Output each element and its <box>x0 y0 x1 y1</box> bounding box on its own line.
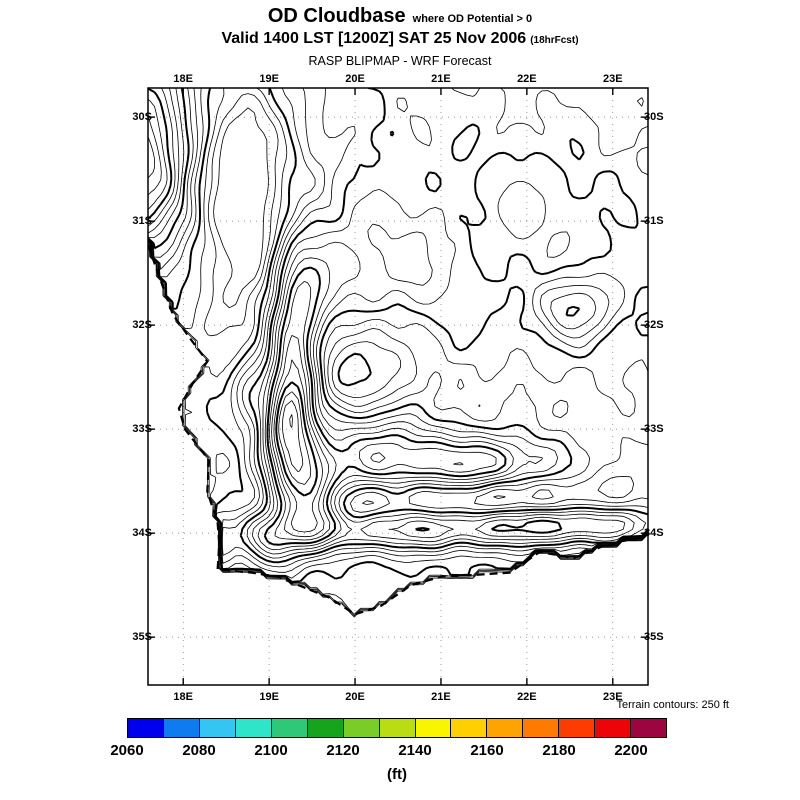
colorbar-segment <box>414 718 452 738</box>
colorbar-segment <box>198 718 236 738</box>
colorbar-segment <box>558 718 596 738</box>
colorbar-segment <box>162 718 200 738</box>
terrain-contour <box>289 414 293 428</box>
terrain-contour <box>148 88 648 568</box>
y-axis-label-right: 31S <box>644 215 664 228</box>
x-axis-label-top: 19E <box>259 73 279 85</box>
x-axis-label-top: 21E <box>431 73 451 85</box>
terrain-contour <box>282 400 304 473</box>
coastline <box>148 238 648 616</box>
x-axis-label-top: 20E <box>345 73 365 85</box>
terrain-contour <box>148 98 497 541</box>
forecast-offset: (18hrFcst) <box>530 35 579 46</box>
map-border <box>147 87 649 686</box>
x-axis-label-bottom: 18E <box>173 691 193 703</box>
colorbar-value-label: 2060 <box>110 742 144 759</box>
y-axis-label-right: 32S <box>644 319 664 332</box>
colorbar <box>127 718 668 738</box>
colorbar-value-label: 2160 <box>470 742 504 759</box>
valid-time: Valid 1400 LST [1200Z] SAT 25 Nov 2006 <box>221 30 527 47</box>
terrain-contour <box>148 107 648 618</box>
terrain-contour <box>278 391 312 485</box>
colorbar-segment <box>127 718 164 738</box>
y-axis-label-right: 34S <box>644 527 664 540</box>
y-axis-label-left: 32S <box>132 319 152 332</box>
colorbar-segment <box>486 718 524 738</box>
page-title-line: OD Cloudbase where OD Potential > 0 <box>0 5 800 28</box>
terrain-contours-note: Terrain contours: 250 ft <box>616 699 729 711</box>
terrain-contour-bold <box>148 88 648 583</box>
colorbar-value-label: 2100 <box>254 742 288 759</box>
terrain-contour <box>148 88 626 551</box>
y-axis-label-right: 35S <box>644 631 664 644</box>
colorbar-segment <box>594 718 632 738</box>
page-title: OD Cloudbase <box>267 5 406 27</box>
terrain-contour-bold <box>148 88 648 564</box>
valid-time-line: Valid 1400 LST [1200Z] SAT 25 Nov 2006 (1… <box>0 30 800 48</box>
terrain-contour <box>148 88 644 555</box>
colorbar-segment <box>306 718 344 738</box>
colorbar-segment <box>234 718 272 738</box>
colorbar-value-label: 2140 <box>398 742 432 759</box>
terrain-contour <box>148 93 648 616</box>
y-axis-label-right: 33S <box>644 423 664 436</box>
colorbar-value-label: 2200 <box>614 742 648 759</box>
x-axis-label-bottom: 23E <box>602 691 623 703</box>
colorbar-segment <box>522 718 560 738</box>
colorbar-value-label: 2180 <box>542 742 576 759</box>
colorbar-segment <box>630 718 668 738</box>
colorbar-segment <box>450 718 488 738</box>
x-axis-label-bottom: 22E <box>517 691 537 703</box>
colorbar-segment <box>378 718 416 738</box>
x-axis-label-top: 23E <box>602 73 623 85</box>
y-axis-label-left: 35S <box>132 631 152 644</box>
terrain-contour <box>148 136 323 533</box>
y-axis-label-left: 34S <box>132 527 152 540</box>
model-subtitle: RASP BLIPMAP - WRF Forecast <box>308 54 492 68</box>
y-axis-label-left: 31S <box>132 215 152 228</box>
y-axis-label-left: 33S <box>132 423 152 436</box>
terrain-contour <box>148 88 648 579</box>
title-qualifier: where OD Potential > 0 <box>412 13 533 25</box>
x-axis-label-bottom: 21E <box>431 691 451 703</box>
terrain-contour <box>148 88 648 615</box>
colorbar-value-label: 2120 <box>326 742 360 759</box>
terrain-contour-bold <box>275 381 318 497</box>
x-axis-label-bottom: 20E <box>345 691 365 703</box>
y-axis-label-left: 30S <box>132 111 152 124</box>
x-axis-label-top: 18E <box>173 73 193 85</box>
colorbar-value-label: 2080 <box>182 742 216 759</box>
x-axis-label-bottom: 19E <box>259 691 279 703</box>
terrain-contour-bold <box>148 88 581 546</box>
colorbar-segment <box>270 718 308 738</box>
x-axis-label-top: 22E <box>517 73 537 85</box>
colorbar-unit: (ft) <box>387 766 407 783</box>
y-axis-label-right: 30S <box>644 111 664 124</box>
terrain-contour <box>148 88 648 559</box>
colorbar-segment <box>342 718 380 738</box>
